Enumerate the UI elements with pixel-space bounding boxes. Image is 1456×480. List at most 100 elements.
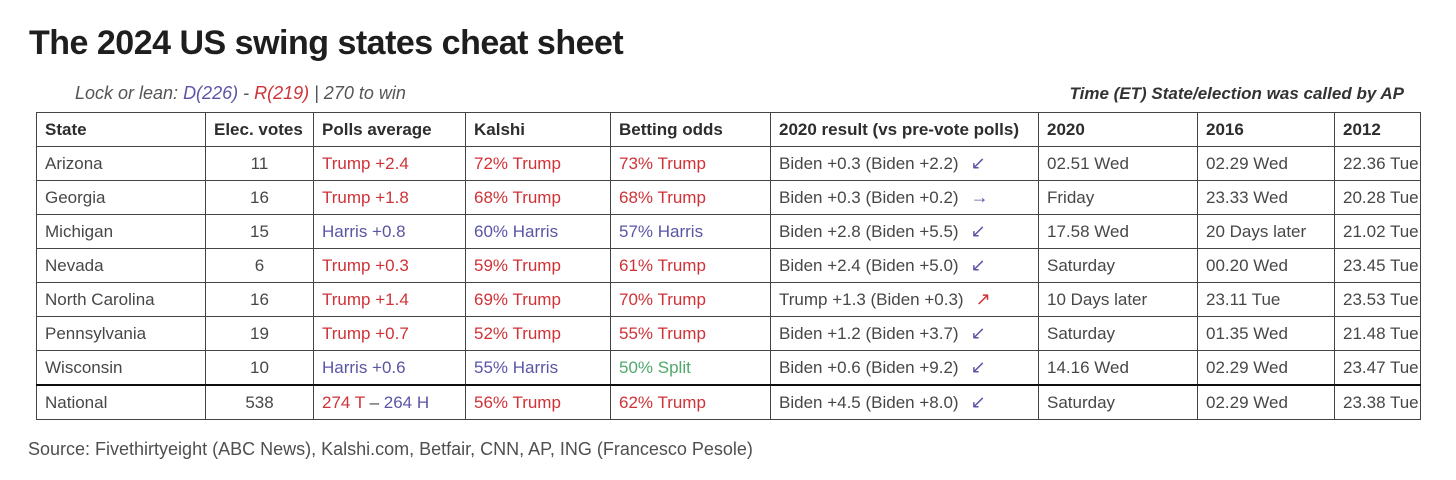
cell-kalshi: 60% Harris [465, 214, 611, 249]
ap-call-time-note: Time (ET) State/election was called by A… [1069, 84, 1404, 103]
cell-polls-average: Harris +0.8 [313, 214, 466, 249]
cell-2020-result: Biden +0.3 (Biden +0.2) → [770, 180, 1039, 215]
cell-betting-odds: 70% Trump [610, 282, 771, 317]
result-text: Biden +0.3 (Biden +0.2) [779, 188, 959, 207]
cell-kalshi: 55% Harris [465, 350, 611, 386]
cell-betting-odds: 68% Trump [610, 180, 771, 215]
trend-down-left-arrow-icon: ↙ [970, 323, 986, 343]
cell-state: Wisconsin [36, 350, 206, 386]
cell-state: Michigan [36, 214, 206, 249]
rep-electoral-count: R(219) [254, 83, 310, 103]
cell-electoral-votes: 11 [205, 146, 314, 181]
result-text: Biden +4.5 (Biden +8.0) [779, 393, 959, 412]
cell-time-2012: 22.36 Tue [1334, 146, 1421, 181]
cell-kalshi: 68% Trump [465, 180, 611, 215]
cell-betting-odds: 73% Trump [610, 146, 771, 181]
trend-down-left-arrow-icon: ↙ [970, 255, 986, 275]
trend-down-left-arrow-icon: ↙ [970, 357, 986, 377]
cell-2020-result: Biden +2.8 (Biden +5.5) ↙ [770, 214, 1039, 249]
column-header: 2020 [1038, 112, 1198, 147]
lock-or-lean-suffix: | 270 to win [309, 83, 406, 103]
result-text: Biden +0.6 (Biden +9.2) [779, 358, 959, 377]
cell-time-2020: Saturday [1038, 384, 1198, 420]
cell-time-2016: 00.20 Wed [1197, 248, 1335, 283]
cell-time-2016: 23.11 Tue [1197, 282, 1335, 317]
dem-electoral-count: D(226) [183, 83, 239, 103]
cell-electoral-votes: 10 [205, 350, 314, 386]
column-header: Elec. votes [205, 112, 314, 147]
column-header: Kalshi [465, 112, 611, 147]
cell-2020-result: Biden +0.3 (Biden +2.2) ↙ [770, 146, 1039, 181]
cell-time-2020: 10 Days later [1038, 282, 1198, 317]
cell-time-2016: 02.29 Wed [1197, 146, 1335, 181]
cell-time-2012: 21.02 Tue [1334, 214, 1421, 249]
cell-2020-result: Trump +1.3 (Biden +0.3) ↗ [770, 282, 1039, 317]
cell-kalshi: 52% Trump [465, 316, 611, 351]
colored-text-part: 264 H [383, 392, 430, 412]
result-text: Trump +1.3 (Biden +0.3) [779, 290, 964, 309]
trend-up-right-arrow-icon: ↗ [975, 289, 991, 309]
source-credit: Source: Fivethirtyeight (ABC News), Kals… [28, 439, 753, 459]
page-title: The 2024 US swing states cheat sheet [29, 24, 624, 62]
cell-betting-odds: 62% Trump [610, 384, 771, 420]
lock-or-lean-prefix: Lock or lean: [75, 83, 184, 103]
cell-2020-result: Biden +4.5 (Biden +8.0) ↙ [770, 384, 1039, 420]
cell-state: Arizona [36, 146, 206, 181]
result-text: Biden +1.2 (Biden +3.7) [779, 324, 959, 343]
cell-time-2016: 02.29 Wed [1197, 350, 1335, 386]
cell-time-2012: 23.38 Tue [1334, 384, 1421, 420]
cell-betting-odds: 57% Harris [610, 214, 771, 249]
cell-time-2012: 23.53 Tue [1334, 282, 1421, 317]
lock-or-lean-note: Lock or lean: D(226) - R(219) | 270 to w… [75, 83, 406, 104]
cell-polls-average: Trump +0.3 [313, 248, 466, 283]
colored-text-part: 274 T [322, 392, 365, 412]
cell-kalshi: 59% Trump [465, 248, 611, 283]
cell-state: Pennsylvania [36, 316, 206, 351]
colored-text-part: – [364, 392, 384, 412]
table-row: Pennsylvania 19 Trump +0.7 52% Trump 55% Tru… [36, 316, 1421, 351]
cell-kalshi: 69% Trump [465, 282, 611, 317]
cell-time-2020: Saturday [1038, 316, 1198, 351]
cell-electoral-votes: 16 [205, 180, 314, 215]
column-header: Polls average [313, 112, 466, 147]
cell-time-2012: 20.28 Tue [1334, 180, 1421, 215]
column-header: 2016 [1197, 112, 1335, 147]
cell-time-2020: 02.51 Wed [1038, 146, 1198, 181]
cell-electoral-votes: 16 [205, 282, 314, 317]
cell-state: Nevada [36, 248, 206, 283]
result-text: Biden +0.3 (Biden +2.2) [779, 154, 959, 173]
cell-time-2020: Friday [1038, 180, 1198, 215]
cell-electoral-votes: 15 [205, 214, 314, 249]
cell-electoral-votes: 19 [205, 316, 314, 351]
cell-time-2020: 17.58 Wed [1038, 214, 1198, 249]
table-row: National 538 274 T – 264 H 56% Trump 62% Tru… [36, 384, 1421, 420]
cell-polls-average: Harris +0.6 [313, 350, 466, 386]
cell-time-2016: 20 Days later [1197, 214, 1335, 249]
table-row: Wisconsin 10 Harris +0.6 55% Harris 50% Spli… [36, 350, 1421, 386]
cell-time-2012: 21.48 Tue [1334, 316, 1421, 351]
column-header: Betting odds [610, 112, 771, 147]
cell-time-2012: 23.47 Tue [1334, 350, 1421, 386]
cell-polls-average: Trump +2.4 [313, 146, 466, 181]
cell-polls-average: Trump +0.7 [313, 316, 466, 351]
cell-polls-average: 274 T – 264 H [313, 384, 466, 420]
table-row: North Carolina 16 Trump +1.4 69% Trump 70% T… [36, 282, 1421, 317]
column-header: State [36, 112, 206, 147]
cell-time-2016: 23.33 Wed [1197, 180, 1335, 215]
cell-2020-result: Biden +1.2 (Biden +3.7) ↙ [770, 316, 1039, 351]
column-header: 2012 [1334, 112, 1421, 147]
cell-polls-average: Trump +1.8 [313, 180, 466, 215]
result-text: Biden +2.8 (Biden +5.5) [779, 222, 959, 241]
cell-time-2012: 23.45 Tue [1334, 248, 1421, 283]
table-row: Georgia 16 Trump +1.8 68% Trump 68% Trump Bid… [36, 180, 1421, 215]
cell-time-2016: 02.29 Wed [1197, 384, 1335, 420]
trend-down-left-arrow-icon: ↙ [970, 392, 986, 412]
column-header: 2020 result (vs pre-vote polls) [770, 112, 1039, 147]
cell-electoral-votes: 538 [205, 384, 314, 420]
cell-time-2020: Saturday [1038, 248, 1198, 283]
cell-time-2020: 14.16 Wed [1038, 350, 1198, 386]
table-row: Arizona 11 Trump +2.4 72% Trump 73% Trump Bid… [36, 146, 1421, 181]
cell-state: National [36, 384, 206, 420]
cell-2020-result: Biden +2.4 (Biden +5.0) ↙ [770, 248, 1039, 283]
